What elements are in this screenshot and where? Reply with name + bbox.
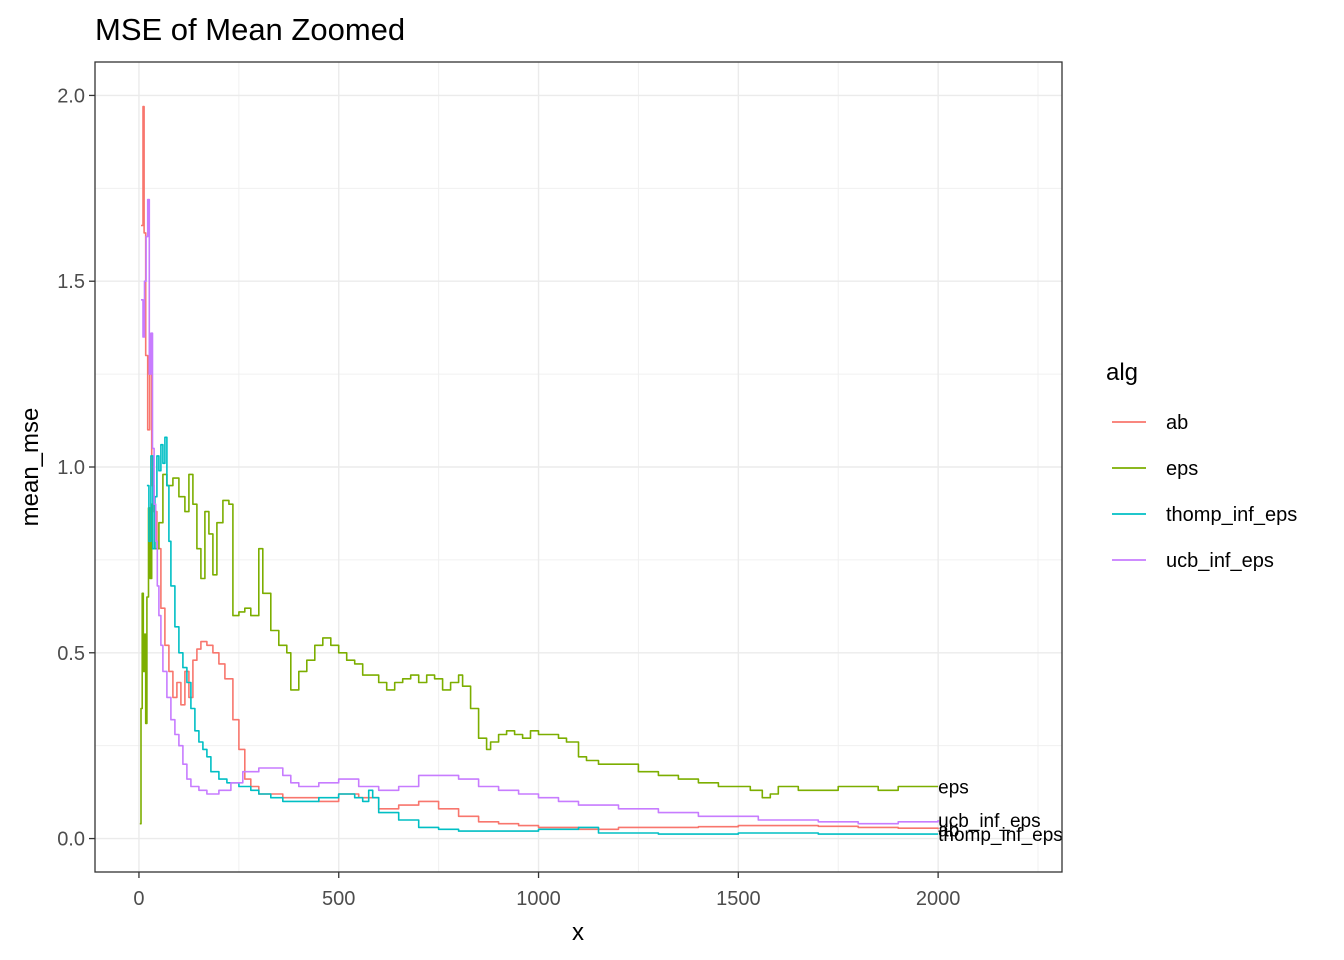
x-tick-label: 0 (133, 888, 144, 910)
series-lines (139, 105, 939, 835)
legend-items: ab eps thomp_inf_eps ucb_inf_eps (1112, 412, 1297, 572)
axes: 0 500 1000 1500 2000 0.0 0.5 1.0 1.5 2.0 (57, 85, 960, 910)
legend-title: alg (1106, 359, 1138, 386)
y-axis-title: mean_mse (17, 408, 44, 527)
x-tick-label: 1000 (516, 888, 561, 910)
chart-title: MSE of Mean Zoomed (95, 12, 405, 47)
y-tick-label: 0.0 (57, 829, 85, 851)
end-label-ab: ab (938, 820, 959, 841)
series-line-eps (139, 473, 939, 825)
y-tick-label: 1.0 (57, 457, 85, 479)
legend-label-ab: ab (1166, 412, 1188, 434)
legend-label-ucb_inf_eps: ucb_inf_eps (1166, 550, 1274, 572)
series-line-thomp_inf_eps (146, 436, 939, 835)
y-tick-label: 0.5 (57, 643, 85, 665)
y-tick-label: 1.5 (57, 271, 85, 293)
grid-lines (95, 62, 1062, 872)
legend: alg ab eps thomp_inf_eps ucb_inf_eps (1106, 359, 1297, 572)
series-line-ucb_inf_eps (141, 198, 939, 825)
end-label-thomp_inf_eps: thomp_inf_eps (938, 825, 1063, 846)
x-tick-label: 2000 (916, 888, 961, 910)
y-tick-label: 2.0 (57, 85, 85, 107)
end-label-eps: eps (938, 778, 969, 799)
legend-label-eps: eps (1166, 458, 1198, 480)
x-tick-label: 1500 (716, 888, 761, 910)
x-axis-title: x (572, 919, 584, 946)
series-line-ab (141, 105, 939, 831)
end-label-ucb_inf_eps: ucb_inf_eps (938, 811, 1040, 832)
x-tick-label: 500 (322, 888, 355, 910)
legend-label-thomp_inf_eps: thomp_inf_eps (1166, 504, 1297, 526)
